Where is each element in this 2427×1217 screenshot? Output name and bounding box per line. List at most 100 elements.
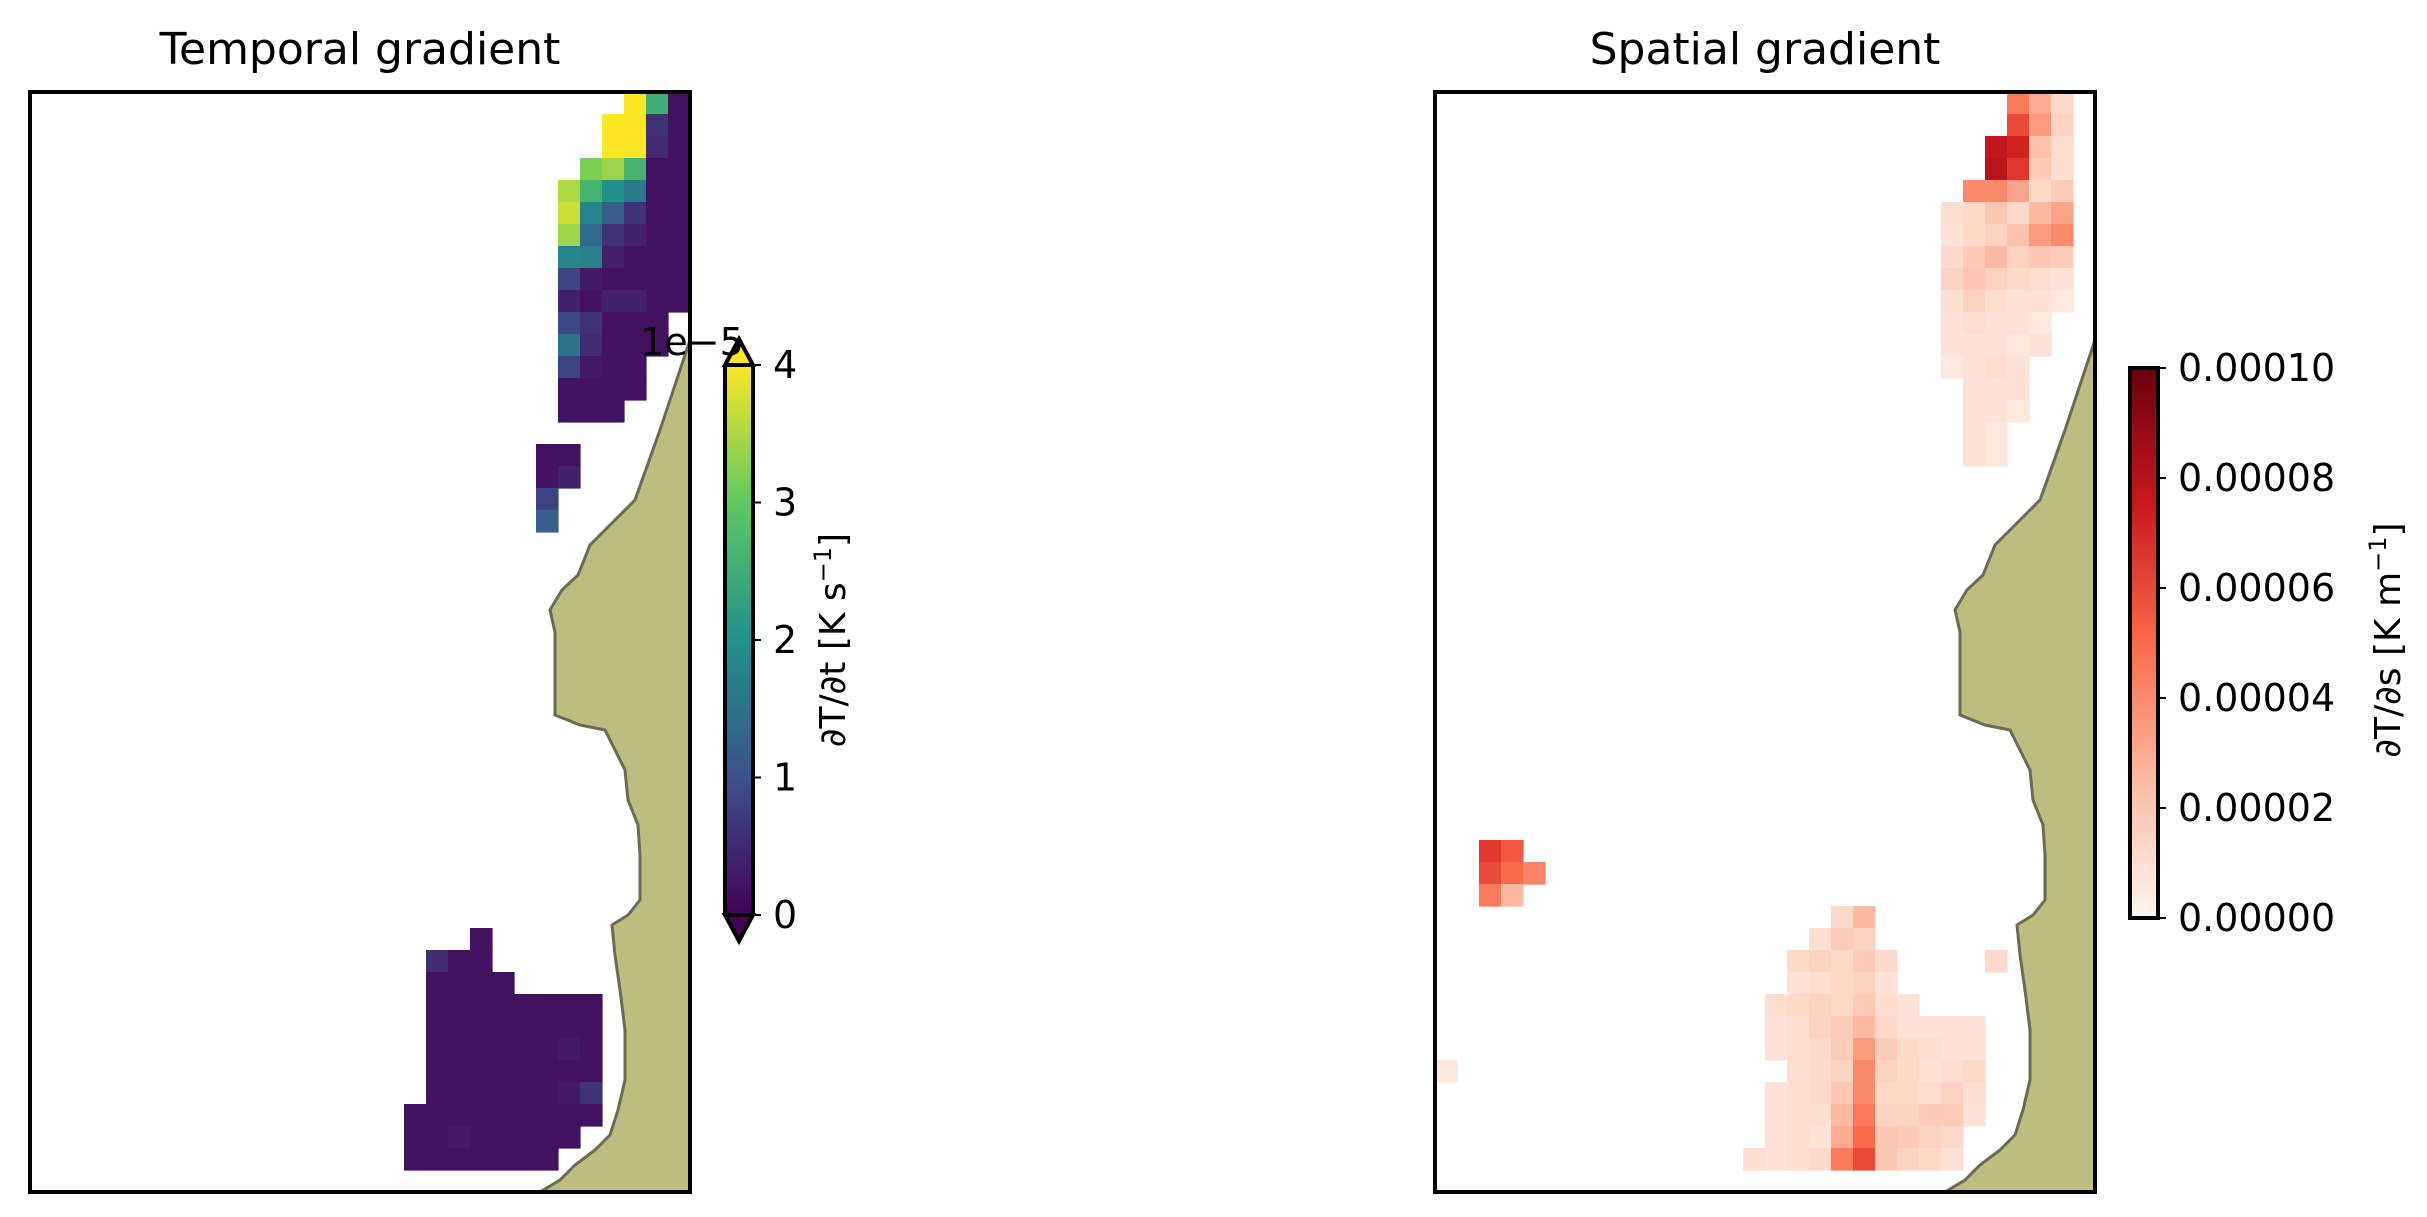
heatmap-cell bbox=[1963, 422, 1986, 445]
heatmap-cell bbox=[1875, 1082, 1898, 1105]
heatmap-cell bbox=[602, 356, 625, 379]
colorbar-tick-label: 0.00004 bbox=[2178, 676, 2335, 720]
heatmap-cell bbox=[2051, 158, 2074, 181]
heatmap-cell bbox=[536, 488, 559, 511]
heatmap-cell bbox=[580, 290, 603, 313]
spatial-heatmap-cells bbox=[1435, 92, 2074, 1171]
colorbar-label-temporal-suffix: ] bbox=[813, 533, 854, 547]
heatmap-cell bbox=[558, 1126, 581, 1149]
heatmap-cell bbox=[624, 202, 647, 225]
heatmap-cell bbox=[1985, 246, 2008, 269]
colorbar-tick-label: 1 bbox=[773, 756, 797, 800]
heatmap-cell bbox=[448, 994, 471, 1017]
heatmap-cell bbox=[2007, 202, 2030, 225]
colorbar-tick-label: 0 bbox=[773, 893, 797, 937]
heatmap-cell bbox=[558, 246, 581, 269]
land-mass bbox=[1942, 339, 2095, 1192]
heatmap-cell bbox=[1809, 1126, 1832, 1149]
colorbar-extend-min-arrow bbox=[721, 913, 757, 946]
heatmap-cell bbox=[514, 1082, 537, 1105]
heatmap-cell bbox=[1919, 1148, 1942, 1171]
heatmap-cell bbox=[1853, 1038, 1876, 1061]
heatmap-cell bbox=[1809, 1060, 1832, 1083]
heatmap-cell bbox=[558, 378, 581, 401]
heatmap-cell bbox=[1479, 840, 1502, 863]
heatmap-cell bbox=[1875, 950, 1898, 973]
colorbar-label-spatial-exp: −1 bbox=[2364, 536, 2392, 571]
heatmap-cell bbox=[404, 1148, 427, 1171]
heatmap-cell bbox=[2029, 180, 2052, 203]
heatmap-cell bbox=[404, 1126, 427, 1149]
axes-frame-temporal bbox=[28, 90, 692, 1194]
heatmap-cell bbox=[448, 1104, 471, 1127]
heatmap-cell bbox=[448, 1082, 471, 1105]
heatmap-cell bbox=[1765, 1016, 1788, 1039]
heatmap-cell bbox=[602, 400, 625, 423]
heatmap-cell bbox=[602, 246, 625, 269]
heatmap-cell bbox=[1831, 972, 1854, 995]
colorbar-tick-label: 0.00010 bbox=[2178, 346, 2335, 390]
heatmap-cell bbox=[1985, 356, 2008, 379]
heatmap-cell bbox=[536, 1082, 559, 1105]
heatmap-cell bbox=[2007, 378, 2030, 401]
heatmap-cell bbox=[580, 334, 603, 357]
colorbar-tick-label: 0.00008 bbox=[2178, 456, 2335, 500]
heatmap-cell bbox=[448, 1060, 471, 1083]
colorbar-spatial: 0.00000 0.00002 0.00004 0.00006 0.00008 0.000… bbox=[2128, 346, 2335, 940]
heatmap-cell bbox=[492, 1148, 515, 1171]
heatmap-cell bbox=[668, 202, 690, 225]
heatmap-cell bbox=[536, 1148, 559, 1171]
heatmap-cell bbox=[514, 1060, 537, 1083]
heatmap-cell bbox=[624, 180, 647, 203]
heatmap-cell bbox=[624, 378, 647, 401]
heatmap-cell bbox=[2007, 356, 2030, 379]
heatmap-cell bbox=[558, 444, 581, 467]
heatmap-cell bbox=[1985, 312, 2008, 335]
heatmap-cell bbox=[1765, 994, 1788, 1017]
heatmap-cell bbox=[646, 180, 669, 203]
heatmap-cell bbox=[426, 1016, 449, 1039]
heatmap-cell bbox=[448, 950, 471, 973]
heatmap-cell bbox=[1809, 950, 1832, 973]
heatmap-cell bbox=[602, 136, 625, 159]
heatmap-cell bbox=[624, 114, 647, 137]
heatmap-cell bbox=[668, 180, 690, 203]
heatmap-cell bbox=[624, 246, 647, 269]
heatmap-cell bbox=[426, 1126, 449, 1149]
heatmap-cell bbox=[602, 202, 625, 225]
temporal-gradient-panel: Temporal gradient 0 1 2 3 4 1e−5 ∂T/∂t [K s−… bbox=[28, 24, 854, 1194]
heatmap-cell bbox=[2007, 224, 2030, 247]
heatmap-cell bbox=[1941, 1060, 1964, 1083]
heatmap-cell bbox=[602, 114, 625, 137]
heatmap-cell bbox=[646, 158, 669, 181]
heatmap-cell bbox=[1831, 1082, 1854, 1105]
heatmap-cell bbox=[580, 994, 603, 1017]
heatmap-cell bbox=[1985, 422, 2008, 445]
heatmap-cell bbox=[1875, 1104, 1898, 1127]
heatmap-cell bbox=[580, 1060, 603, 1083]
heatmap-cell bbox=[1809, 1082, 1832, 1105]
heatmap-cell bbox=[2007, 158, 2030, 181]
heatmap-cell bbox=[1809, 1038, 1832, 1061]
heatmap-cell bbox=[1875, 1016, 1898, 1039]
heatmap-cell bbox=[1919, 1082, 1942, 1105]
heatmap-cell bbox=[1941, 356, 1964, 379]
heatmap-cell bbox=[514, 1126, 537, 1149]
heatmap-cell bbox=[1743, 1148, 1766, 1171]
heatmap-cell bbox=[2051, 114, 2074, 137]
heatmap-cell bbox=[1963, 400, 1986, 423]
heatmap-cell bbox=[1875, 1126, 1898, 1149]
heatmap-cell bbox=[1809, 1016, 1832, 1039]
colorbar-label-temporal: ∂T/∂t [K s−1] bbox=[809, 533, 854, 747]
heatmap-cell bbox=[492, 1104, 515, 1127]
heatmap-cell bbox=[1985, 202, 2008, 225]
heatmap-cell bbox=[514, 1148, 537, 1171]
heatmap-cell bbox=[1985, 444, 2008, 467]
heatmap-cell bbox=[1941, 290, 1964, 313]
heatmap-cell bbox=[1831, 928, 1854, 951]
heatmap-cell bbox=[448, 972, 471, 995]
heatmap-cell bbox=[492, 1060, 515, 1083]
heatmap-cell bbox=[558, 994, 581, 1017]
heatmap-cell bbox=[558, 268, 581, 291]
heatmap-cell bbox=[536, 1016, 559, 1039]
